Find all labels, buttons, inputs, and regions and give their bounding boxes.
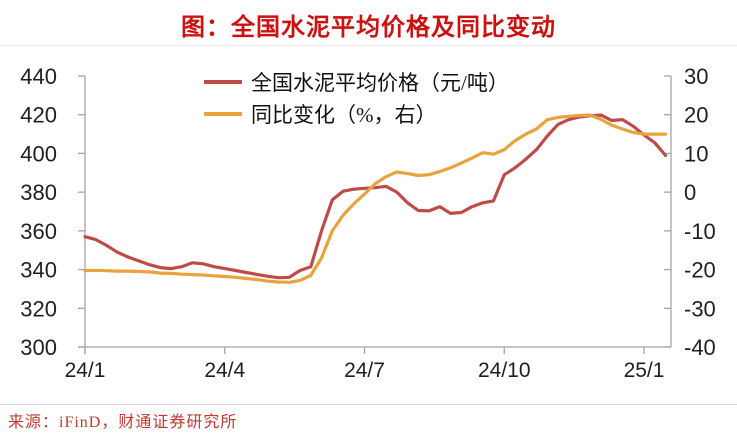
left-axis-tick-label: 380	[20, 180, 57, 205]
right-axis-tick-label: -30	[684, 296, 716, 321]
left-axis-tick-label: 440	[20, 64, 57, 89]
left-axis-tick-label: 320	[20, 296, 57, 321]
right-axis-tick-label: -40	[684, 335, 716, 360]
legend-item-yoy: 同比变化（%，右）	[204, 98, 509, 130]
price-line	[83, 113, 668, 280]
chart-title: 图：全国水泥平均价格及同比变动	[181, 15, 556, 41]
price-line-swatch	[204, 80, 242, 84]
x-axis-tick-label: 24/7	[344, 359, 385, 382]
x-axis-tick-label: 24/4	[204, 359, 245, 382]
yoy-line-swatch	[204, 112, 242, 116]
left-axis-tick-label: 420	[20, 103, 57, 128]
right-axis-tick-label: 0	[684, 180, 696, 205]
yoy-line	[83, 113, 668, 284]
left-axis-tick-label: 340	[20, 258, 57, 283]
x-axis-tick-label: 24/1	[65, 359, 106, 382]
legend-label-price: 全国水泥平均价格（元/吨）	[251, 71, 509, 95]
chart-legend: 全国水泥平均价格（元/吨） 同比变化（%，右）	[204, 66, 509, 130]
x-axis-tick-label: 25/1	[624, 359, 665, 382]
left-axis-tick-label: 360	[20, 219, 57, 244]
right-axis-tick-label: -20	[684, 258, 716, 283]
source-note: 来源：iFinD，财通证券研究所	[8, 414, 238, 431]
right-axis-tick-label: 30	[684, 64, 708, 89]
bottom-divider	[0, 404, 737, 405]
left-axis-tick-label: 300	[20, 335, 57, 360]
right-axis-tick-label: -10	[684, 219, 716, 244]
x-axis-tick-label: 24/10	[478, 359, 531, 382]
right-axis-tick-label: 20	[684, 103, 708, 128]
left-axis-tick-label: 400	[20, 141, 57, 166]
top-divider	[0, 45, 737, 46]
legend-item-price: 全国水泥平均价格（元/吨）	[204, 66, 509, 98]
legend-label-yoy: 同比变化（%，右）	[251, 103, 437, 127]
right-axis-tick-label: 10	[684, 141, 708, 166]
